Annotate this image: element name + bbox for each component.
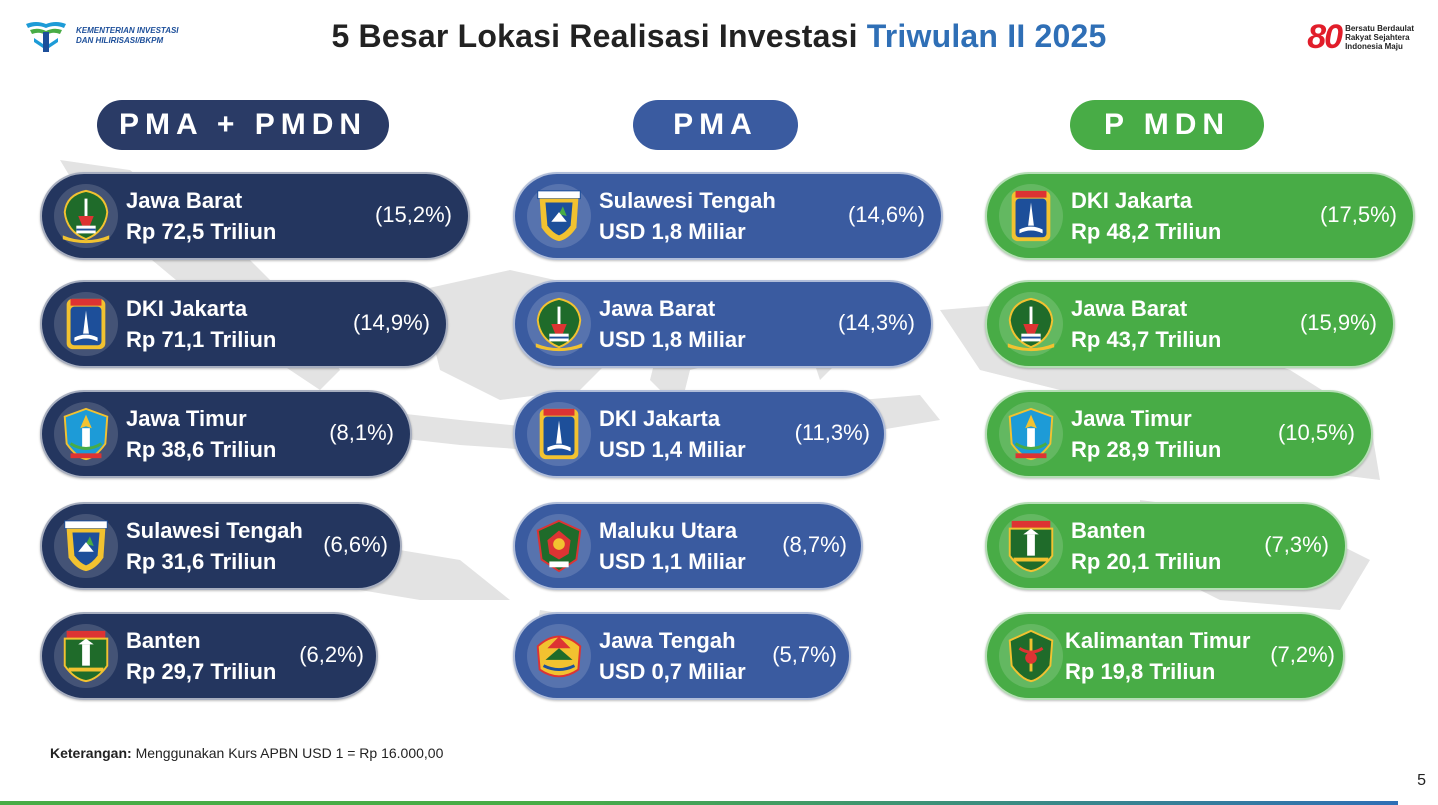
location-name: DKI Jakarta (1071, 188, 1193, 213)
sulawesi-tengah-emblem-icon (54, 514, 118, 578)
card-pma-sulawesi-tengah: Sulawesi Tengah USD 1,8 Miliar (14,6%) (513, 172, 943, 260)
card-pma-pmdn-jawa-barat: Jawa Barat Rp 72,5 Triliun (15,2%) (40, 172, 470, 260)
share-percentage: (7,3%) (1264, 532, 1329, 557)
investment-value: USD 1,4 Miliar (599, 437, 746, 462)
investment-value: Rp 72,5 Triliun (126, 219, 277, 244)
banten-emblem-icon (54, 624, 118, 688)
card-pma-jawa-barat: Jawa Barat USD 1,8 Miliar (14,3%) (513, 280, 933, 368)
investment-value: Rp 48,2 Triliun (1071, 219, 1222, 244)
share-percentage: (15,2%) (374, 202, 452, 227)
share-percentage: (14,9%) (352, 310, 430, 335)
share-percentage: (17,5%) (1319, 202, 1397, 227)
card-pma-pmdn-dki-jakarta: DKI Jakarta Rp 71,1 Triliun (14,9%) (40, 280, 448, 368)
investment-value: Rp 43,7 Triliun (1071, 327, 1222, 352)
location-name: DKI Jakarta (126, 296, 248, 321)
jawa-barat-emblem-icon (527, 292, 591, 356)
location-name: Jawa Barat (126, 188, 243, 213)
card-pmdn-banten: Banten Rp 20,1 Triliun (7,3%) (985, 502, 1347, 590)
card-pma-jawa-tengah: Jawa Tengah USD 0,7 Miliar (5,7%) (513, 612, 851, 700)
share-percentage: (8,1%) (329, 420, 394, 445)
maluku-utara-emblem-icon (527, 514, 591, 578)
location-name: DKI Jakarta (599, 406, 721, 431)
share-percentage: (7,2%) (1270, 642, 1335, 667)
kalimantan-timur-emblem-icon (999, 624, 1063, 688)
investment-value: Rp 71,1 Triliun (126, 327, 277, 352)
page-title-main: 5 Besar Lokasi Realisasi Investasi (331, 18, 867, 54)
anniversary-logo-line3: Indonesia Maju (1345, 41, 1403, 51)
column-heading-pma-pmdn: PMA + PMDN (97, 100, 389, 150)
card-pma-maluku-utara: Maluku Utara USD 1,1 Miliar (8,7%) (513, 502, 863, 590)
investment-value: USD 1,8 Miliar (599, 327, 746, 352)
investment-value: USD 1,1 Miliar (599, 549, 746, 574)
card-pma-dki-jakarta: DKI Jakarta USD 1,4 Miliar (11,3%) (513, 390, 886, 478)
location-name: Banten (1071, 518, 1146, 543)
location-name: Jawa Timur (1071, 406, 1192, 431)
footnote-label: Keterangan: (50, 745, 132, 761)
share-percentage: (5,7%) (772, 642, 837, 667)
investment-value: Rp 20,1 Triliun (1071, 549, 1222, 574)
share-percentage: (14,3%) (837, 310, 915, 335)
card-pma-pmdn-banten: Banten Rp 29,7 Triliun (6,2%) (40, 612, 378, 700)
investment-value: Rp 31,6 Triliun (126, 549, 277, 574)
investment-value: USD 1,8 Miliar (599, 219, 746, 244)
footnote: Keterangan: Menggunakan Kurs APBN USD 1 … (50, 745, 443, 761)
jawa-timur-emblem-icon (999, 402, 1063, 466)
location-name: Maluku Utara (599, 518, 738, 543)
dki-jakarta-emblem-icon (527, 402, 591, 466)
sulawesi-tengah-emblem-icon (527, 184, 591, 248)
investment-value: USD 0,7 Miliar (599, 659, 746, 684)
card-pmdn-jawa-timur: Jawa Timur Rp 28,9 Triliun (10,5%) (985, 390, 1373, 478)
share-percentage: (15,9%) (1299, 310, 1377, 335)
location-name: Jawa Timur (126, 406, 247, 431)
share-percentage: (8,7%) (782, 532, 847, 557)
ministry-logo-icon (26, 22, 66, 52)
dki-jakarta-emblem-icon (999, 184, 1063, 248)
page-number: 5 (1417, 772, 1426, 789)
investment-value: Rp 28,9 Triliun (1071, 437, 1222, 462)
jawa-timur-emblem-icon (54, 402, 118, 466)
ministry-logo: KEMENTERIAN INVESTASI DAN HILIRISASI/BKP… (24, 18, 179, 54)
share-percentage: (11,3%) (794, 420, 870, 445)
page-title-accent: Triwulan II 2025 (866, 18, 1107, 54)
card-pma-pmdn-jawa-timur: Jawa Timur Rp 38,6 Triliun (8,1%) (40, 390, 412, 478)
ministry-logo-line2: DAN HILIRISASI/BKPM (76, 36, 164, 45)
share-percentage: (10,5%) (1277, 420, 1355, 445)
anniversary-logo-line1: Bersatu Berdaulat (1345, 23, 1414, 33)
card-pma-pmdn-sulawesi-tengah: Sulawesi Tengah Rp 31,6 Triliun (6,6%) (40, 502, 402, 590)
location-name: Kalimantan Timur (1065, 628, 1251, 653)
anniversary-80-logo: 80 Bersatu Berdaulat Rakyat Sejahtera In… (1307, 18, 1414, 56)
bottom-accent-bar (0, 801, 1398, 805)
column-heading-pma: PMA (633, 100, 798, 150)
card-pmdn-kalimantan-timur: Kalimantan Timur Rp 19,8 Triliun (7,2%) (985, 612, 1345, 700)
investment-value: Rp 19,8 Triliun (1065, 659, 1216, 684)
card-pmdn-jawa-barat: Jawa Barat Rp 43,7 Triliun (15,9%) (985, 280, 1395, 368)
banten-emblem-icon (999, 514, 1063, 578)
ministry-logo-line1: KEMENTERIAN INVESTASI (76, 26, 179, 35)
investment-value: Rp 29,7 Triliun (126, 659, 277, 684)
location-name: Sulawesi Tengah (599, 188, 776, 213)
location-name: Jawa Tengah (599, 628, 736, 653)
anniversary-80-number: 80 (1307, 18, 1343, 56)
share-percentage: (14,6%) (847, 202, 925, 227)
share-percentage: (6,2%) (299, 642, 364, 667)
share-percentage: (6,6%) (323, 532, 388, 557)
dki-jakarta-emblem-icon (54, 292, 118, 356)
location-name: Jawa Barat (1071, 296, 1188, 321)
card-pmdn-dki-jakarta: DKI Jakarta Rp 48,2 Triliun (17,5%) (985, 172, 1415, 260)
jawa-tengah-emblem-icon (527, 624, 591, 688)
location-name: Jawa Barat (599, 296, 716, 321)
jawa-barat-emblem-icon (54, 184, 118, 248)
location-name: Banten (126, 628, 201, 653)
page-title: 5 Besar Lokasi Realisasi Investasi Triwu… (0, 18, 1438, 55)
location-name: Sulawesi Tengah (126, 518, 303, 543)
column-heading-pmdn: P MDN (1070, 100, 1264, 150)
investment-value: Rp 38,6 Triliun (126, 437, 277, 462)
jawa-barat-emblem-icon (999, 292, 1063, 356)
anniversary-logo-line2: Rakyat Sejahtera (1345, 32, 1410, 42)
footnote-text: Menggunakan Kurs APBN USD 1 = Rp 16.000,… (131, 745, 444, 761)
